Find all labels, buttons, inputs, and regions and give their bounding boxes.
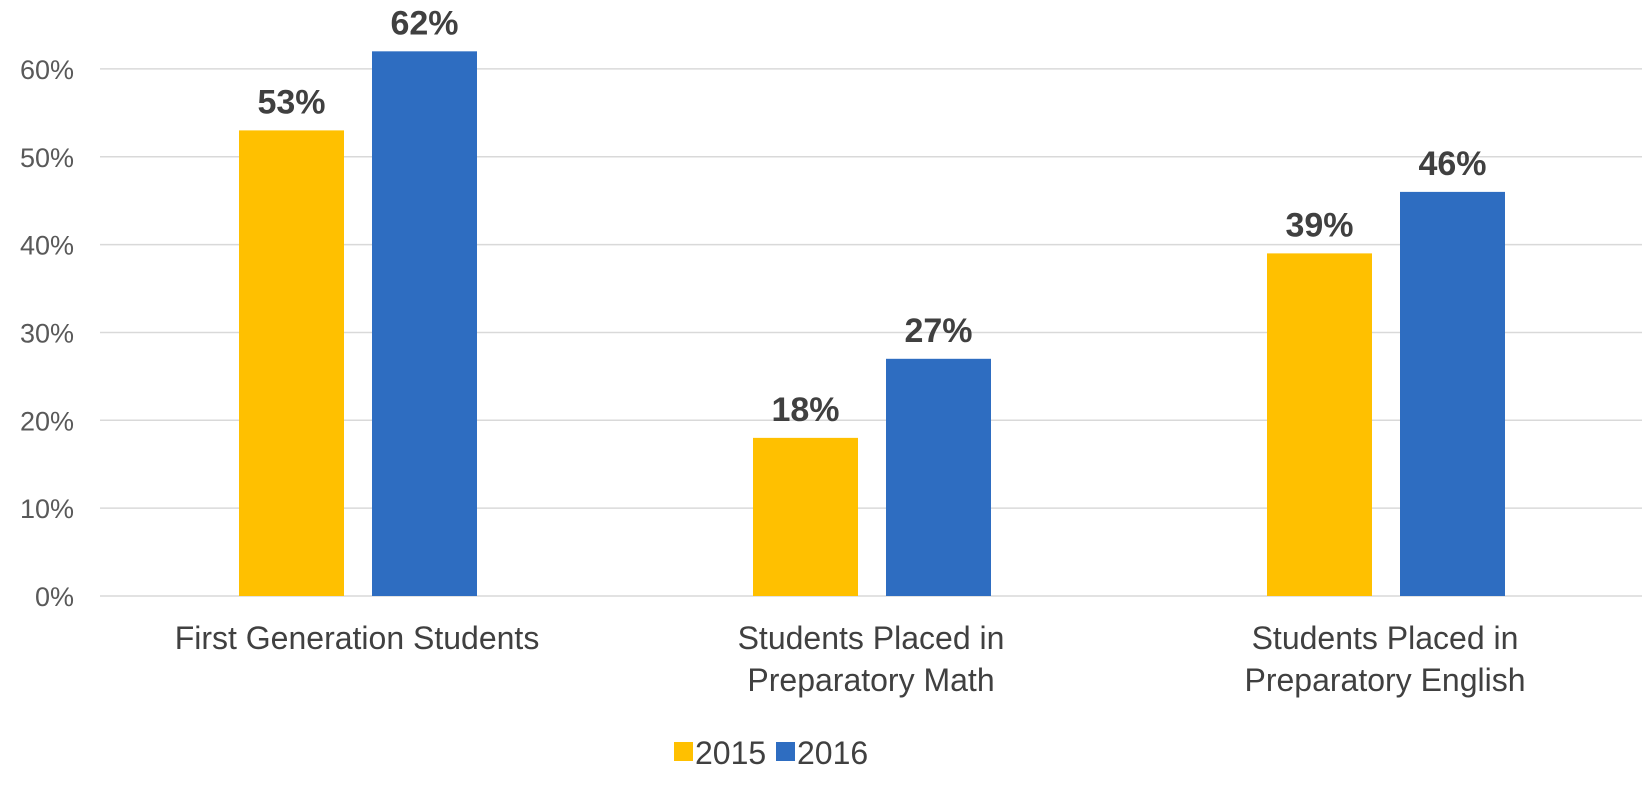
y-tick-label: 50% (20, 143, 74, 173)
category-label: Preparatory English (1244, 662, 1525, 698)
legend-swatch (674, 742, 693, 761)
gridlines (100, 68, 1642, 597)
y-tick-label: 30% (20, 318, 74, 348)
legend-label: 2016 (797, 735, 868, 771)
data-label: 39% (1285, 206, 1353, 244)
category-label: First Generation Students (175, 620, 540, 656)
y-axis-ticks: 0% 10% 20% 30% 40% 50% 60% (20, 55, 74, 612)
bar-2015 (1267, 253, 1372, 596)
data-label: 46% (1418, 145, 1486, 183)
bar-2016 (886, 358, 991, 596)
y-tick-label: 20% (20, 406, 74, 436)
data-label: 53% (257, 83, 325, 121)
category-label: Students Placed in (738, 620, 1005, 656)
bars (239, 51, 1505, 596)
bar-2015 (753, 437, 858, 596)
data-labels: 53% 62% 18% 27% 39% 46% (257, 4, 1486, 429)
bar-2016 (372, 51, 477, 596)
data-label: 27% (904, 312, 972, 350)
category-label: Preparatory Math (747, 662, 994, 698)
y-tick-label: 60% (20, 55, 74, 85)
bar-2016 (1400, 191, 1505, 596)
legend-item-2016: 2016 (776, 735, 868, 771)
data-label: 62% (390, 4, 458, 42)
legend-swatch (776, 742, 795, 761)
y-tick-label: 40% (20, 231, 74, 261)
data-label: 18% (771, 391, 839, 429)
legend: 2015 2016 (674, 735, 868, 771)
legend-label: 2015 (695, 735, 766, 771)
legend-item-2015: 2015 (674, 735, 766, 771)
y-tick-label: 0% (35, 582, 74, 612)
x-axis-categories: First Generation Students Students Placed… (175, 620, 1526, 698)
bar-2015 (239, 130, 344, 596)
category-label: Students Placed in (1252, 620, 1519, 656)
y-tick-label: 10% (20, 494, 74, 524)
